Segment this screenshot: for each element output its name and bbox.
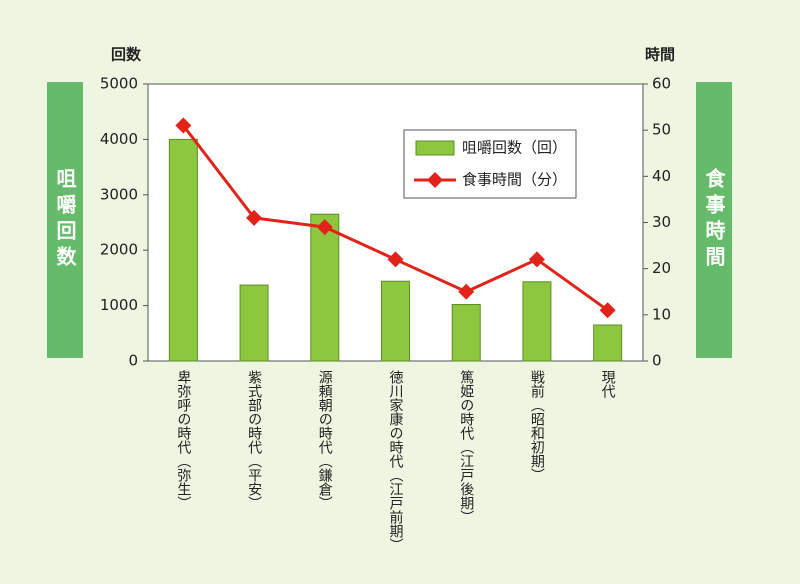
x-tick-label: 徳川家康の時代（江戸前期） (388, 370, 404, 552)
x-tick-label: 源頼朝の時代（鎌倉） (317, 370, 333, 510)
y-tick-label: 2000 (100, 241, 138, 259)
bar (522, 281, 552, 362)
y-tick-label: 4000 (100, 130, 138, 148)
bar (593, 324, 623, 362)
y2-tick-label: 50 (652, 121, 671, 139)
y2-tick-label: 10 (652, 305, 671, 323)
x-tick-label: 卑弥呼の時代（弥生） (175, 369, 191, 510)
y-tick-label: 0 (128, 352, 138, 370)
line-marker (528, 251, 545, 268)
y2-tick-label: 30 (652, 213, 671, 231)
bar (451, 303, 481, 362)
y2-label-box (696, 82, 732, 358)
bar (310, 213, 340, 362)
x-tick-label: 戦前（昭和初期） (529, 370, 545, 482)
y-unit: 回数 (111, 46, 142, 64)
y2-tick-label: 20 (652, 259, 671, 277)
legend-swatch (427, 172, 443, 188)
line-marker (175, 117, 192, 134)
y-axis-title: 咀嚼回数 (53, 168, 77, 272)
bar (239, 284, 269, 362)
line-marker (387, 251, 404, 268)
y2-tick-label: 60 (652, 75, 671, 93)
y2-axis-title: 食事時間 (702, 167, 726, 272)
y-tick-label: 5000 (100, 75, 138, 93)
line-marker (316, 219, 333, 236)
legend-label: 咀嚼回数（回） (462, 139, 567, 157)
y2-tick-label: 40 (652, 167, 671, 185)
x-tick-label: 紫式部の時代（平安） (246, 370, 262, 510)
line-marker (458, 283, 475, 300)
bar (381, 280, 410, 362)
bar (168, 138, 198, 362)
line-marker (599, 302, 616, 319)
x-tick-label: 篤姫の時代（江戸後期） (458, 369, 474, 524)
x-tick-label: 現代 (600, 370, 616, 399)
y2-unit: 時間 (645, 46, 675, 64)
y2-tick-label: 0 (652, 352, 662, 370)
y-tick-label: 1000 (100, 296, 138, 314)
line-marker (246, 209, 263, 226)
y-label-box (47, 82, 83, 358)
legend-swatch (415, 140, 455, 156)
legend-label: 食事時間（分） (462, 171, 567, 189)
y-tick-label: 3000 (100, 185, 138, 203)
